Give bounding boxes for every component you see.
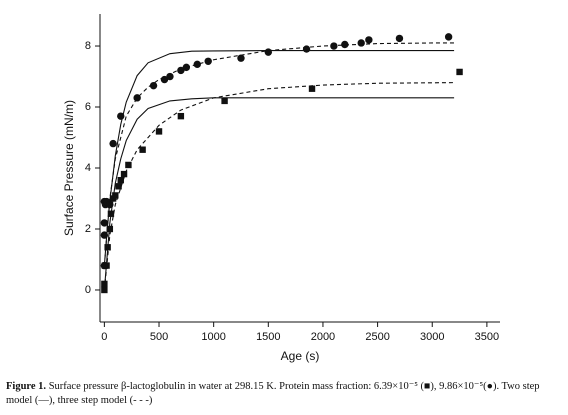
circle-point: [193, 60, 201, 69]
fit-line: [103, 82, 455, 291]
y-tick-label: 4: [85, 162, 91, 174]
y-tick-label: 0: [85, 284, 91, 296]
square-point: [101, 286, 108, 294]
square-point: [115, 183, 122, 190]
square-point: [221, 97, 228, 105]
circle-point: [237, 54, 245, 62]
circle-point: [357, 39, 365, 47]
x-tick-label: 2000: [311, 331, 335, 343]
x-tick-label: 3500: [475, 331, 499, 343]
x-tick-label: 500: [150, 331, 168, 343]
fit-line: [103, 97, 455, 291]
y-tick-label: 6: [85, 101, 91, 113]
x-axis-label: Age (s): [281, 349, 320, 363]
x-tick-label: 1000: [201, 331, 225, 343]
y-tick-label: 8: [85, 40, 91, 52]
y-tick-label: 2: [85, 223, 91, 235]
caption: Figure 1. Surface pressure β-lactoglobul…: [6, 380, 562, 408]
circle-point: [109, 139, 117, 148]
fit-line: [103, 42, 455, 266]
circle-point: [395, 34, 404, 43]
square-point: [125, 161, 132, 169]
circle-point: [149, 81, 158, 90]
circle-point: [365, 36, 373, 44]
circle-point: [341, 40, 349, 49]
circle-point: [444, 33, 453, 41]
caption-label: Figure 1.: [6, 381, 47, 392]
square-point: [177, 112, 185, 120]
square-point: [456, 68, 463, 76]
x-tick-label: 2500: [365, 331, 389, 343]
square-point: [112, 192, 119, 199]
square-point: [117, 176, 124, 184]
x-tick-label: 1500: [256, 331, 280, 343]
caption-text: Surface pressure β-lactoglobulin in wate…: [6, 381, 540, 406]
x-tick-label: 3000: [420, 331, 444, 343]
y-axis-label: Surface Pressure (mN/m): [62, 100, 76, 236]
chart: Age (s) Surface Pressure (mN/m) 0 500 1000…: [62, 14, 500, 363]
square-point: [139, 146, 146, 153]
circle-point: [100, 219, 109, 227]
x-tick-label: 0: [101, 331, 107, 343]
square-point: [308, 85, 316, 92]
square-point: [120, 170, 128, 178]
square-point: [155, 128, 163, 135]
circle-point: [302, 45, 311, 53]
circle-point: [264, 48, 273, 56]
